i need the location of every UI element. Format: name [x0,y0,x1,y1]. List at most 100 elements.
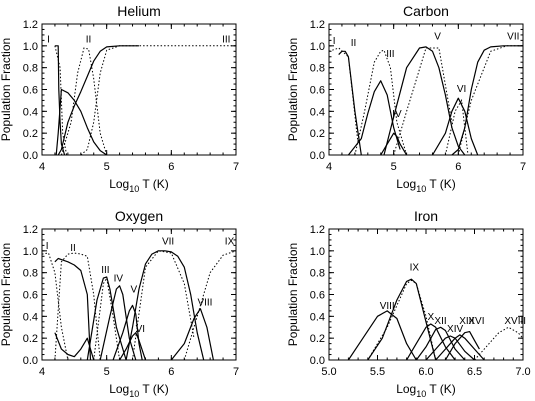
x-tick-label: 5.0 [321,366,336,378]
dotted-series-line [132,250,195,360]
x-tick-label: 5 [391,161,397,173]
dotted-series-line [54,252,101,360]
solid-series-line [444,331,480,360]
solid-series-line [415,326,466,360]
y-tick-label: 0.6 [23,85,38,97]
x-axis-label-text: T (K) [426,382,456,396]
x-axis-label-text: T (K) [139,177,169,191]
y-tick-label: 0.4 [23,311,38,323]
ion-label: VI [457,84,466,95]
solid-series-line [431,97,479,155]
ion-label: V [130,285,137,296]
y-tick-label: 0.2 [310,128,325,140]
curves [347,278,523,360]
ion-label: I [333,36,336,47]
x-axis-label-subscript: 10 [129,184,139,194]
y-tick-label: 0.2 [310,333,325,345]
solid-series-line [406,323,456,360]
ion-label: VIII [197,298,212,309]
y-axis-label: Population Fraction [0,38,13,141]
ion-label: V [434,31,441,42]
dotted-series-line [80,45,236,155]
y-tick-label: 0.8 [23,63,38,75]
x-tick-label: 4 [326,161,332,173]
x-axis-label: Log10 T (K) [396,177,456,194]
y-tick-label: 0.4 [310,311,325,323]
x-tick-label: 7 [233,366,239,378]
ion-label: II [351,38,357,49]
dotted-series-line [474,326,523,360]
x-tick-label: 6 [168,366,174,378]
x-axis-label: Log10 T (K) [109,177,169,194]
ion-label: IX [410,263,420,274]
solid-series-line [451,45,523,155]
y-tick-label: 1.2 [310,224,325,236]
y-tick-label: 0.8 [310,268,325,280]
panel-iron: Iron 0.0 0.2 0.4 0.6 0.8 1.0 1.2 5.0 5.5 6.0 6.5 7.0… [286,208,531,399]
solid-series-line [125,250,205,360]
x-axis-label-subscript: 10 [416,389,426,399]
solid-series-line [99,285,137,360]
y-tick-label: 0.8 [310,63,325,75]
dotted-series-line [60,47,108,155]
ion-label: IV [392,109,402,120]
ion-label: VII [162,236,174,247]
x-tick-label: 6 [168,161,174,173]
x-axis-label-subscript: 10 [129,389,139,399]
solid-series-line [86,276,127,360]
y-axis-label: Population Fraction [286,38,300,141]
panel-title: Iron [414,208,438,224]
x-tick-label: 5 [104,366,110,378]
solid-series-line [55,88,108,155]
ion-label: XVIII [504,316,526,327]
plot-frame [328,228,524,361]
ion-label: III [101,265,109,276]
curves [42,250,236,360]
ion-label: XIII [459,316,474,327]
ion-label: XIV [447,324,463,335]
ion-label: XVI [468,316,484,327]
solid-series-line [383,46,466,155]
ion-label: III [386,49,394,60]
y-tick-label: 1.0 [23,246,38,258]
panel-helium: Helium 0.0 0.2 0.4 0.6 0.8 1.0 1.2 4 5 6 7 Log10 T (… [0,3,239,194]
x-axis-label-text: Log [109,177,129,191]
x-axis-label: Log10 T (K) [109,382,169,399]
curves [329,45,523,155]
y-tick-label: 0.0 [310,150,325,162]
ion-label: VII [507,31,519,42]
y-tick-label: 1.2 [23,19,38,31]
y-tick-label: 0.6 [310,290,325,302]
x-tick-label: 5 [104,161,110,173]
x-axis-label-text: T (K) [426,177,456,191]
dotted-series-line [42,252,69,360]
solid-series-line [338,50,362,155]
panel-oxygen: Oxygen 0.0 0.2 0.4 0.6 0.8 1.0 1.2 4 5 6 7 Log10 T (… [0,208,239,399]
solid-series-line [54,45,66,155]
dotted-series-line [367,279,437,360]
y-tick-label: 1.0 [23,41,38,53]
y-tick-label: 1.0 [310,246,325,258]
ion-label: XII [434,316,446,327]
dotted-series-line [329,47,359,145]
x-tick-label: 6.5 [467,366,482,378]
solid-series-line [347,310,417,360]
y-tick-label: 0.2 [23,128,38,140]
x-axis-label-text: Log [396,177,416,191]
panel-title: Oxygen [115,208,163,224]
x-tick-label: 6.0 [418,366,433,378]
y-tick-label: 0.0 [310,355,325,367]
x-axis-label-text: Log [109,382,129,396]
x-tick-label: 6 [455,161,461,173]
ion-label: VIII [380,301,395,312]
y-axis-label: Population Fraction [0,243,13,346]
dotted-series-line [354,49,408,155]
y-tick-label: 1.2 [23,224,38,236]
panel-carbon: Carbon 0.0 0.2 0.4 0.6 0.8 1.0 1.2 4 5 6 7 Log10 T (… [286,3,526,194]
y-tick-label: 0.0 [23,355,38,367]
x-tick-label: 5.5 [370,366,385,378]
dotted-series-line [457,45,523,155]
solid-series-line [54,332,95,360]
x-tick-label: 7.0 [515,366,530,378]
